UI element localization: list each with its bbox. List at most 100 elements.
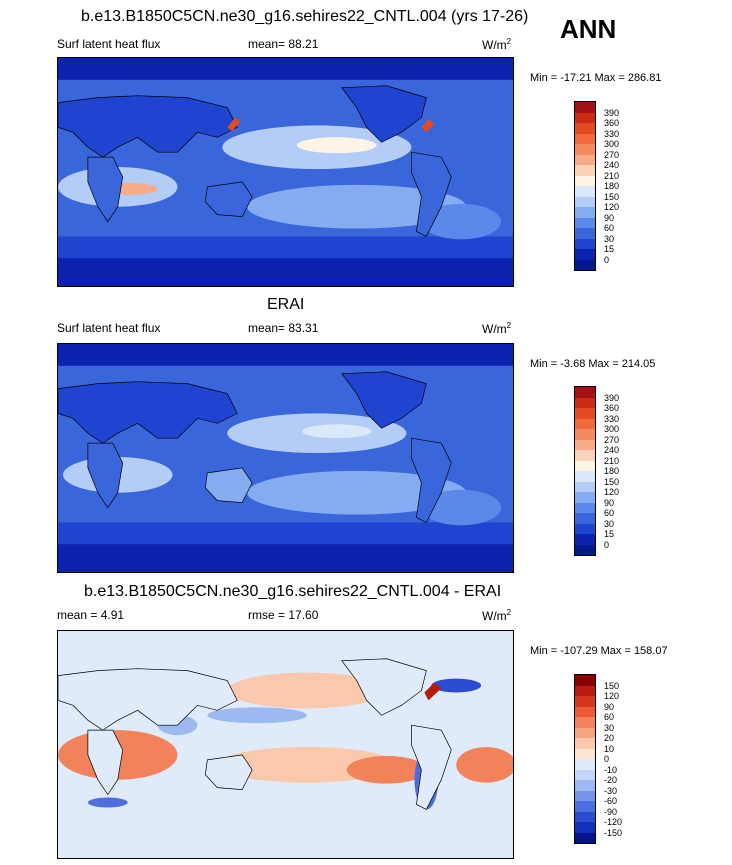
panel2-title: ERAI [267, 296, 305, 313]
colorbar-tick-label: 180 [604, 181, 620, 191]
panel3-colorbar-swatches [574, 674, 596, 844]
colorbar-tick-label: -20 [604, 775, 618, 785]
panel1-units: W/m2 [482, 37, 512, 52]
colorbar-swatch [575, 832, 595, 843]
colorbar-tick-label: 0 [604, 539, 610, 550]
colorbar-swatch [575, 408, 595, 419]
panel3-rmse-label: rmse = 17.60 [248, 608, 319, 622]
colorbar-tick-label: 60 [604, 712, 615, 722]
panel2-colorbar-swatches [574, 386, 596, 556]
colorbar-tick-label: 360 [604, 118, 620, 128]
colorbar-swatch [575, 186, 595, 197]
colorbar-tick-label: 210 [604, 170, 620, 181]
colorbar-tick-label: 390 [604, 392, 620, 403]
panel3-mean-label: mean = 4.91 [57, 608, 125, 622]
colorbar-swatch [575, 123, 595, 134]
panel2-variable-label: Surf latent heat flux [57, 321, 161, 335]
panel3-minmax: Min = -107.29 Max = 158.07 [530, 645, 668, 657]
colorbar-swatch [575, 450, 595, 461]
panel2-map [57, 343, 514, 573]
colorbar-swatch [575, 102, 595, 113]
colorbar-swatch [575, 481, 595, 492]
panel1-mean-label: mean= 88.21 [248, 37, 319, 51]
colorbar-tick-label: 240 [604, 445, 620, 455]
colorbar-tick-label: 180 [604, 466, 620, 476]
colorbar-tick-label: 90 [604, 497, 615, 508]
colorbar-swatch [575, 133, 595, 144]
colorbar-swatch [575, 238, 595, 249]
colorbar-tick-label: 270 [604, 434, 620, 445]
colorbar-tick-label: 210 [604, 455, 620, 466]
colorbar-swatch [575, 759, 595, 770]
colorbar-swatch [575, 259, 595, 270]
colorbar-swatch [575, 460, 595, 471]
colorbar-tick-label: 150 [604, 476, 620, 487]
colorbar-swatch [575, 429, 595, 440]
colorbar-tick-label: 30 [604, 518, 615, 529]
colorbar-swatch [575, 217, 595, 228]
colorbar-swatch [575, 502, 595, 513]
colorbar-swatch [575, 534, 595, 545]
colorbar-tick-label: -60 [604, 796, 618, 806]
colorbar-tick-label: 270 [604, 149, 620, 160]
colorbar-tick-label: -10 [604, 764, 618, 775]
colorbar-tick-label: 0 [604, 754, 610, 764]
colorbar-swatch [575, 801, 595, 812]
colorbar-tick-label: 330 [604, 128, 620, 139]
colorbar-swatch [575, 822, 595, 833]
colorbar-swatch [575, 228, 595, 239]
colorbar-tick-label: 0 [604, 254, 610, 265]
colorbar-tick-label: -120 [604, 817, 623, 827]
panel2-mean-label: mean= 83.31 [248, 321, 319, 335]
panel3-title: b.e13.B1850C5CN.ne30_g16.sehires22_CNTL.… [84, 583, 502, 600]
colorbar-tick-label: 240 [604, 160, 620, 170]
colorbar-tick-label: 150 [604, 680, 620, 691]
colorbar-tick-label: 120 [604, 202, 620, 212]
colorbar-swatch [575, 175, 595, 186]
colorbar-swatch [575, 769, 595, 780]
panel1-variable-label: Surf latent heat flux [57, 37, 161, 51]
colorbar-swatch [575, 696, 595, 707]
colorbar-tick-label: 30 [604, 722, 615, 733]
colorbar-tick-label: 60 [604, 508, 615, 518]
panel3-map [57, 630, 514, 859]
panel1-map [57, 57, 514, 287]
colorbar-swatch [575, 471, 595, 482]
panel1-title: b.e13.B1850C5CN.ne30_g16.sehires22_CNTL.… [81, 8, 529, 25]
colorbar-swatch [575, 492, 595, 503]
panel1-minmax: Min = -17.21 Max = 286.81 [530, 72, 662, 84]
colorbar-tick-label: 120 [604, 691, 620, 701]
panel3-colorbar: 150 120 90 60 30 20 10 0 -10 -20 -30 -60 -90 -120 -150 [574, 674, 622, 844]
colorbar-swatch [575, 685, 595, 696]
colorbar-swatch [575, 144, 595, 155]
colorbar-swatch [575, 544, 595, 555]
colorbar-tick-label: 15 [604, 529, 615, 539]
colorbar-swatch [575, 748, 595, 759]
colorbar-tick-label: 10 [604, 743, 615, 754]
colorbar-swatch [575, 675, 595, 686]
season-label: ANN [560, 14, 617, 44]
panel2-minmax: Min = -3.68 Max = 214.05 [530, 358, 656, 370]
colorbar-tick-label: 20 [604, 733, 615, 743]
panel1-colorbar-swatches [574, 101, 596, 271]
colorbar-swatch [575, 780, 595, 791]
colorbar-swatch [575, 727, 595, 738]
colorbar-tick-label: 90 [604, 212, 615, 223]
panel3-units: W/m2 [482, 608, 512, 623]
colorbar-tick-label: 150 [604, 191, 620, 202]
colorbar-tick-label: 360 [604, 403, 620, 413]
colorbar-swatch [575, 154, 595, 165]
colorbar-tick-label: 60 [604, 223, 615, 233]
colorbar-swatch [575, 811, 595, 822]
colorbar-tick-label: -30 [604, 785, 618, 796]
colorbar-swatch [575, 738, 595, 749]
colorbar-swatch [575, 523, 595, 534]
colorbar-swatch [575, 387, 595, 398]
colorbar-swatch [575, 196, 595, 207]
colorbar-swatch [575, 706, 595, 717]
colorbar-tick-label: 90 [604, 701, 615, 712]
colorbar-tick-label: -150 [604, 827, 623, 838]
colorbar-tick-label: 120 [604, 487, 620, 497]
colorbar-swatch [575, 397, 595, 408]
panel1-colorbar: 390 360 330 300 270 240 210 180 150 120 90 60 30 15 0 [574, 101, 619, 271]
